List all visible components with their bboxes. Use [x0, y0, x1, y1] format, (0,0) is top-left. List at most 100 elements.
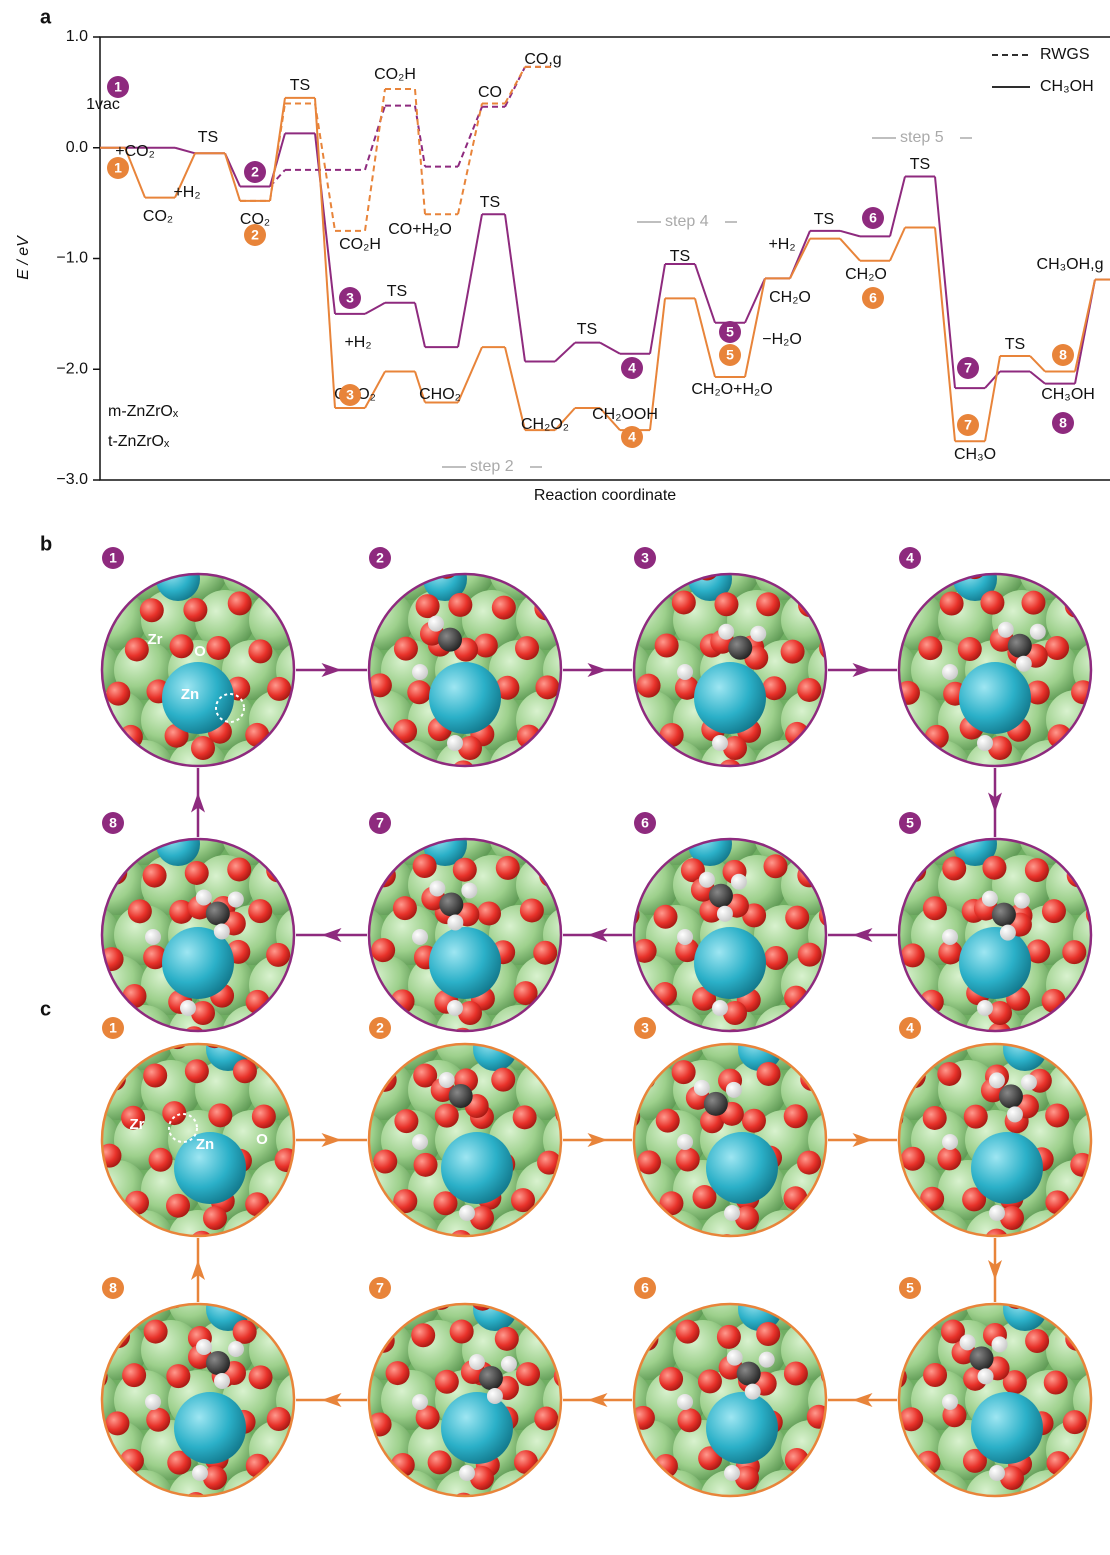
zr-atom: [634, 740, 652, 766]
zr-atom: [300, 1320, 360, 1380]
o-atom: [674, 675, 699, 700]
o-atom: [17, 1494, 41, 1518]
o-atom: [854, 1026, 878, 1050]
o-atom: [988, 1001, 1012, 1025]
o-atom: [899, 1312, 923, 1336]
zr-atom: [570, 755, 630, 815]
panel-label: b: [40, 533, 52, 555]
zr-atom: [727, 1520, 787, 1555]
o-atom: [161, 574, 186, 576]
o-atom: [580, 848, 604, 872]
connector: [599, 407, 621, 431]
zr-atom: [830, 690, 890, 750]
structure-border: [632, 572, 828, 768]
zr-atom: [781, 1260, 841, 1320]
o-atom: [680, 1238, 704, 1262]
o-atom: [415, 594, 440, 619]
o-atom: [452, 857, 477, 882]
o-atom: [853, 1061, 877, 1085]
o-atom: [846, 841, 870, 865]
o-atom: [392, 896, 417, 921]
zr-atom: [303, 1320, 363, 1380]
annotation: −H₂O: [762, 331, 802, 348]
connector: [1029, 370, 1046, 385]
connector: [889, 227, 906, 262]
annotation: CO₂H: [374, 66, 416, 83]
zn-atom: [429, 662, 501, 734]
o-atom: [675, 1147, 700, 1172]
zr-atom: [300, 960, 360, 1020]
o-atom: [740, 1537, 764, 1555]
zr-atom: [33, 1260, 93, 1320]
o-atom: [581, 1313, 605, 1337]
zr-atom: [33, 690, 93, 750]
h-atom: [468, 1354, 485, 1371]
zr-atom: [565, 755, 625, 815]
panel-label: c: [40, 998, 51, 1020]
h-atom: [459, 1465, 475, 1481]
step-badge: [102, 1277, 124, 1299]
o-atom: [988, 736, 1012, 760]
zr-atom: [565, 1320, 625, 1380]
zr-atom: [803, 805, 863, 865]
o-atom: [758, 1495, 783, 1496]
o-atom: [916, 1535, 940, 1555]
o-atom: [862, 514, 886, 538]
o-atom: [735, 1466, 759, 1490]
o-atom: [102, 1304, 105, 1310]
zr-atom: [1100, 855, 1110, 915]
zr-atom: [543, 905, 561, 965]
o-atom: [343, 1064, 367, 1088]
o-atom: [227, 857, 252, 882]
o-atom: [861, 1114, 885, 1138]
o-atom: [741, 799, 765, 823]
o-atom: [554, 1230, 578, 1254]
h-atom: [977, 735, 993, 751]
o-atom: [369, 985, 377, 1010]
zr-atom: [543, 1210, 561, 1236]
connector: [889, 176, 906, 237]
o-atom: [58, 941, 82, 965]
o-atom: [148, 1147, 173, 1172]
o-atom: [58, 1409, 82, 1433]
o-atom: [57, 1319, 81, 1343]
o-atom: [618, 1318, 642, 1342]
legend-label: RWGS: [1040, 46, 1089, 63]
annotation: CO: [478, 84, 502, 101]
h-atom: [712, 1000, 728, 1016]
zr-atom: [565, 690, 625, 750]
o-atom: [292, 901, 294, 926]
o-atom: [40, 813, 64, 837]
o-atom: [874, 721, 898, 745]
o-atom: [919, 989, 944, 1014]
o-atom: [963, 1104, 988, 1129]
o-atom: [427, 1538, 451, 1555]
o-atom: [818, 549, 842, 573]
o-atom: [225, 772, 249, 796]
o-atom: [337, 899, 361, 923]
o-atom: [349, 1232, 373, 1256]
c-atom: [1007, 633, 1032, 658]
o-atom: [1089, 987, 1091, 1012]
zr-atom: [835, 1060, 895, 1120]
zr-atom: [300, 1055, 360, 1115]
structure-border: [897, 1042, 1093, 1238]
o-atom: [621, 762, 645, 786]
o-atom: [166, 1273, 190, 1297]
h-atom: [988, 1072, 1005, 1089]
o-atom: [121, 1304, 146, 1309]
o-atom: [588, 678, 612, 702]
o-atom: [832, 815, 856, 839]
zr-atom: [357, 1520, 417, 1555]
o-atom: [43, 904, 67, 928]
zr-atom: [570, 955, 630, 1015]
step-number: 5: [906, 1280, 914, 1296]
annotation: CH₂OOH: [592, 406, 658, 423]
atom-label: Zr: [148, 631, 163, 648]
zn-atom: [441, 1392, 513, 1464]
o-atom: [916, 1450, 941, 1475]
connector: [839, 237, 861, 262]
o-atom: [859, 1321, 883, 1345]
c-atom: [439, 892, 464, 917]
o-atom: [369, 842, 393, 866]
